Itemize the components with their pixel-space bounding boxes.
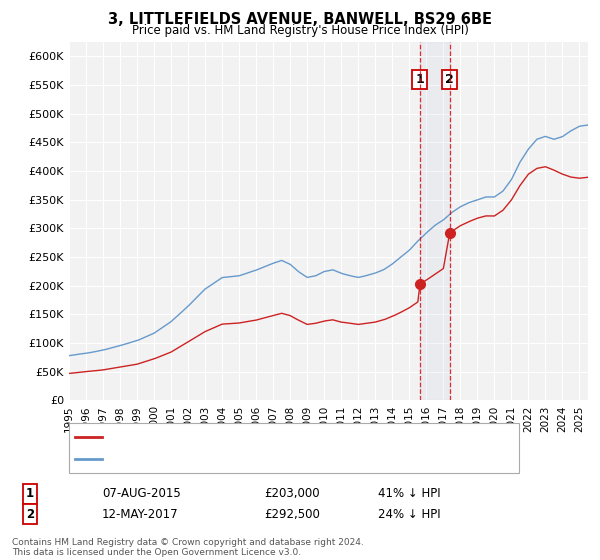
Text: £203,000: £203,000 (264, 487, 320, 501)
Text: 41% ↓ HPI: 41% ↓ HPI (378, 487, 440, 501)
Text: HPI: Average price, detached house, North Somerset: HPI: Average price, detached house, Nort… (106, 454, 382, 464)
Text: £292,500: £292,500 (264, 507, 320, 521)
Text: 12-MAY-2017: 12-MAY-2017 (102, 507, 179, 521)
Text: 1: 1 (416, 73, 424, 86)
Text: 3, LITTLEFIELDS AVENUE, BANWELL, BS29 6BE: 3, LITTLEFIELDS AVENUE, BANWELL, BS29 6B… (108, 12, 492, 27)
Text: Price paid vs. HM Land Registry's House Price Index (HPI): Price paid vs. HM Land Registry's House … (131, 24, 469, 36)
Text: 1: 1 (26, 487, 34, 501)
Text: 24% ↓ HPI: 24% ↓ HPI (378, 507, 440, 521)
Text: 3, LITTLEFIELDS AVENUE, BANWELL, BS29 6BE (detached house): 3, LITTLEFIELDS AVENUE, BANWELL, BS29 6B… (106, 432, 442, 442)
Bar (420, 42, 450, 400)
Text: 2: 2 (445, 73, 454, 86)
Text: Contains HM Land Registry data © Crown copyright and database right 2024.
This d: Contains HM Land Registry data © Crown c… (12, 538, 364, 557)
Text: 2: 2 (26, 507, 34, 521)
Text: 07-AUG-2015: 07-AUG-2015 (102, 487, 181, 501)
